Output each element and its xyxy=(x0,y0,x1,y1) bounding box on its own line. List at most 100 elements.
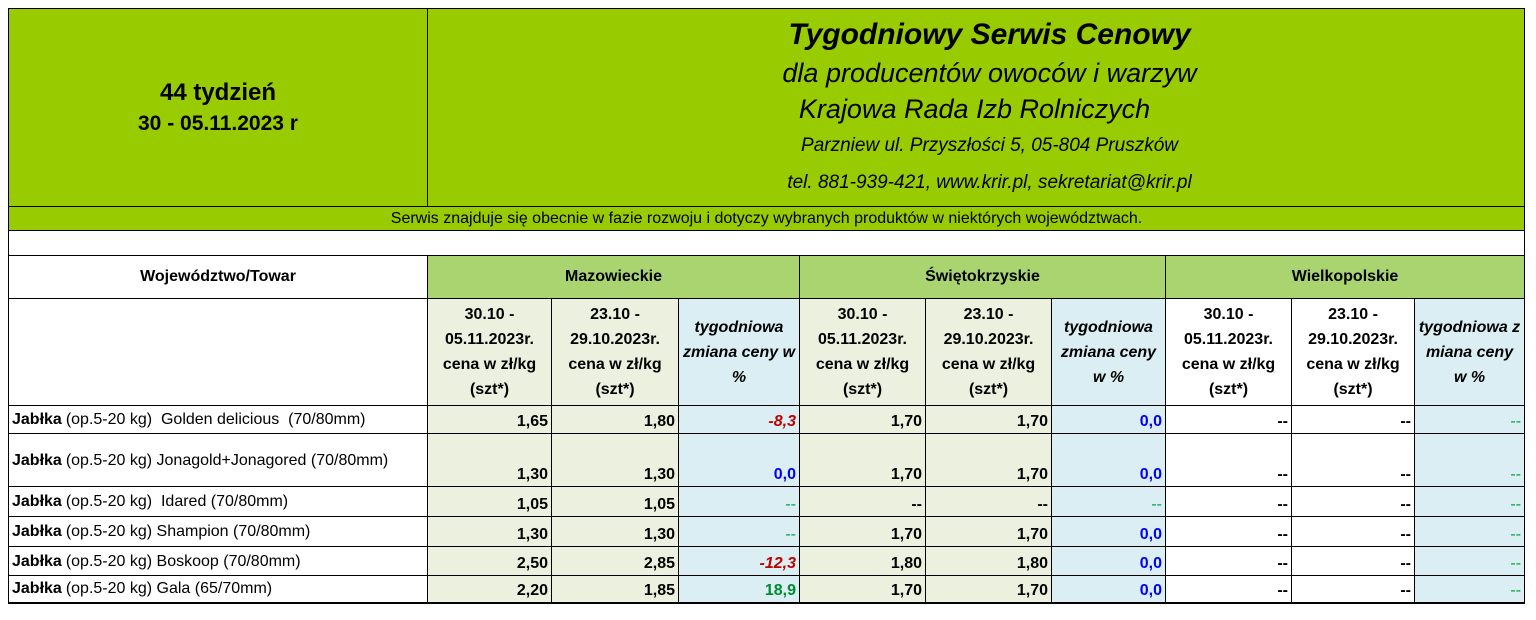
price-change: -- xyxy=(1413,575,1526,604)
header-row: 44 tydzień 30 - 05.11.2023 r Tygodniowy … xyxy=(8,8,1526,207)
column-header: tygodniowa zmiana ceny w % xyxy=(678,298,800,406)
price-change: 0,0 xyxy=(1051,575,1166,604)
price: 1,70 xyxy=(925,575,1052,604)
region: Świętokrzyskie xyxy=(799,255,1166,299)
price: 1,70 xyxy=(925,516,1052,547)
title: Tygodniowy Serwis Cenowy xyxy=(788,17,1191,51)
price: 1,85 xyxy=(551,575,679,604)
region-row: Województwo/Towar Mazowieckie Świętokrzy… xyxy=(8,255,1526,299)
dates: 30 - 05.11.2023 r xyxy=(138,111,298,135)
price: 1,30 xyxy=(427,433,552,487)
product-name: Jabłka xyxy=(12,580,62,598)
price: -- xyxy=(1291,433,1415,487)
empty-cell xyxy=(8,298,428,406)
price: 1,70 xyxy=(799,433,926,487)
price-change: -- xyxy=(1051,486,1166,517)
price-change: 0,0 xyxy=(1051,546,1166,576)
column-header: tygodniowa zmiana ceny w % xyxy=(1413,298,1526,406)
data-row: Jabłka (op.5-20 kg) Gala (65/70mm) 2,20 1,8… xyxy=(8,575,1526,604)
product-name: Jabłka xyxy=(12,493,62,510)
price: -- xyxy=(1165,546,1292,576)
price: 1,65 xyxy=(427,405,552,434)
product-cell: Jabłka (op.5-20 kg) Idared (70/80mm) xyxy=(8,486,428,517)
price-change: 0,0 xyxy=(1051,433,1166,487)
price: 2,85 xyxy=(551,546,679,576)
data-row: Jabłka (op.5-20 kg) Jonagold+Jonagored (7… xyxy=(8,433,1526,487)
price: -- xyxy=(1165,516,1292,547)
product-name: Jabłka xyxy=(12,523,62,540)
column-header-row: 30.10 - 05.11.2023r. cena w zł/kg (szt*)… xyxy=(8,298,1526,406)
price-change: 0,0 xyxy=(678,433,800,487)
week-cell: 44 tydzień 30 - 05.11.2023 r xyxy=(8,8,428,207)
blank-cell xyxy=(7,230,1526,256)
price-change: -- xyxy=(1413,516,1526,547)
price: 1,30 xyxy=(551,516,679,547)
column-header: 30.10 - 05.11.2023r. cena w zł/kg (szt*) xyxy=(799,298,926,406)
column-header: 30.10 - 05.11.2023r. cena w zł/kg (szt*) xyxy=(1165,298,1292,406)
product-description: (op.5-20 kg) Shampion (70/80mm) xyxy=(65,523,311,540)
notice-row: Serwis znajduje się obecnie w fazie rozw… xyxy=(7,206,1526,231)
notice: Serwis znajduje się obecnie w fazie rozw… xyxy=(7,206,1526,231)
price: -- xyxy=(1291,575,1415,604)
price-change: 18,9 xyxy=(678,575,800,604)
table-body: 44 tydzień 30 - 05.11.2023 r Tygodniowy … xyxy=(7,8,1526,604)
price: 1,30 xyxy=(427,516,552,547)
price: 1,70 xyxy=(925,433,1052,487)
price: 1,05 xyxy=(427,486,552,517)
price: -- xyxy=(1165,405,1292,434)
blank-row xyxy=(7,230,1526,256)
product-name: Jabłka xyxy=(12,411,62,428)
price: 1,70 xyxy=(799,405,926,434)
data-row: Jabłka (op.5-20 kg) Shampion (70/80mm) 1,3… xyxy=(8,516,1526,547)
product-description: (op.5-20 kg) Idared (70/80mm) xyxy=(65,493,289,510)
column-header: 23.10 - 29.10.2023r. cena w zł/kg (szt*) xyxy=(925,298,1052,406)
region: Wielkopolskie xyxy=(1164,255,1526,299)
data-row: Jabłka (op.5-20 kg) Boskoop (70/80mm) 2,50… xyxy=(8,546,1526,576)
organization: Krajowa Rada Izb Rolniczych xyxy=(798,93,1151,124)
product-cell: Jabłka (op.5-20 kg) Boskoop (70/80mm) xyxy=(8,546,428,576)
subtitle: dla producentów owoców i warzyw xyxy=(782,57,1197,88)
price: -- xyxy=(799,486,926,517)
column-header: 23.10 - 29.10.2023r. cena w zł/kg (szt*) xyxy=(551,298,679,406)
price-change: -- xyxy=(1413,486,1526,517)
price: 1,70 xyxy=(799,575,926,604)
column-header: 23.10 - 29.10.2023r. cena w zł/kg (szt*) xyxy=(1291,298,1415,406)
price-table: 44 tydzień 30 - 05.11.2023 r Tygodniowy … xyxy=(7,8,1526,604)
region: Mazowieckie xyxy=(427,255,800,299)
product-description: (op.5-20 kg) Gala (65/70mm) xyxy=(65,580,273,598)
price: 1,80 xyxy=(551,405,679,434)
product-cell: Jabłka (op.5-20 kg) Jonagold+Jonagored (7… xyxy=(8,433,428,487)
price: 1,80 xyxy=(925,546,1052,576)
title-cell: Tygodniowy Serwis Cenowy dla producentów… xyxy=(426,8,1526,207)
price: -- xyxy=(1165,575,1292,604)
product-description: (op.5-20 kg) Jonagold+Jonagored (70/80mm… xyxy=(65,451,389,469)
price: -- xyxy=(925,486,1052,517)
price-change: -- xyxy=(678,486,800,517)
product-cell: Jabłka (op.5-20 kg) Golden delicious (70/… xyxy=(8,405,428,434)
contact: tel. 881-939-421, www.krir.pl, sekretari… xyxy=(787,171,1192,193)
product-name: Jabłka xyxy=(12,451,62,469)
price: -- xyxy=(1165,486,1292,517)
price-change: 0,0 xyxy=(1051,405,1166,434)
price: 1,70 xyxy=(925,405,1052,434)
price: -- xyxy=(1165,433,1292,487)
column-header: 30.10 - 05.11.2023r. cena w zł/kg (szt*) xyxy=(427,298,552,406)
price: -- xyxy=(1291,405,1415,434)
price-change: -- xyxy=(1413,546,1526,576)
price: 2,50 xyxy=(427,546,552,576)
address: Parzniew ul. Przyszłości 5, 05-804 Prusz… xyxy=(801,134,1178,156)
price-change: -- xyxy=(1413,405,1526,434)
price: 1,80 xyxy=(799,546,926,576)
price-change: -- xyxy=(678,516,800,547)
price-change: -- xyxy=(1413,433,1526,487)
price-change: 0,0 xyxy=(1051,516,1166,547)
price-change: -8,3 xyxy=(678,405,800,434)
price: -- xyxy=(1291,486,1415,517)
column-header: tygodniowa zmiana ceny w % xyxy=(1051,298,1166,406)
price: -- xyxy=(1291,516,1415,547)
product-description: (op.5-20 kg) Golden delicious (70/80mm) xyxy=(65,411,366,428)
price: 1,05 xyxy=(551,486,679,517)
price-change: -12,3 xyxy=(678,546,800,576)
data-row: Jabłka (op.5-20 kg) Golden delicious (70/… xyxy=(8,405,1526,434)
